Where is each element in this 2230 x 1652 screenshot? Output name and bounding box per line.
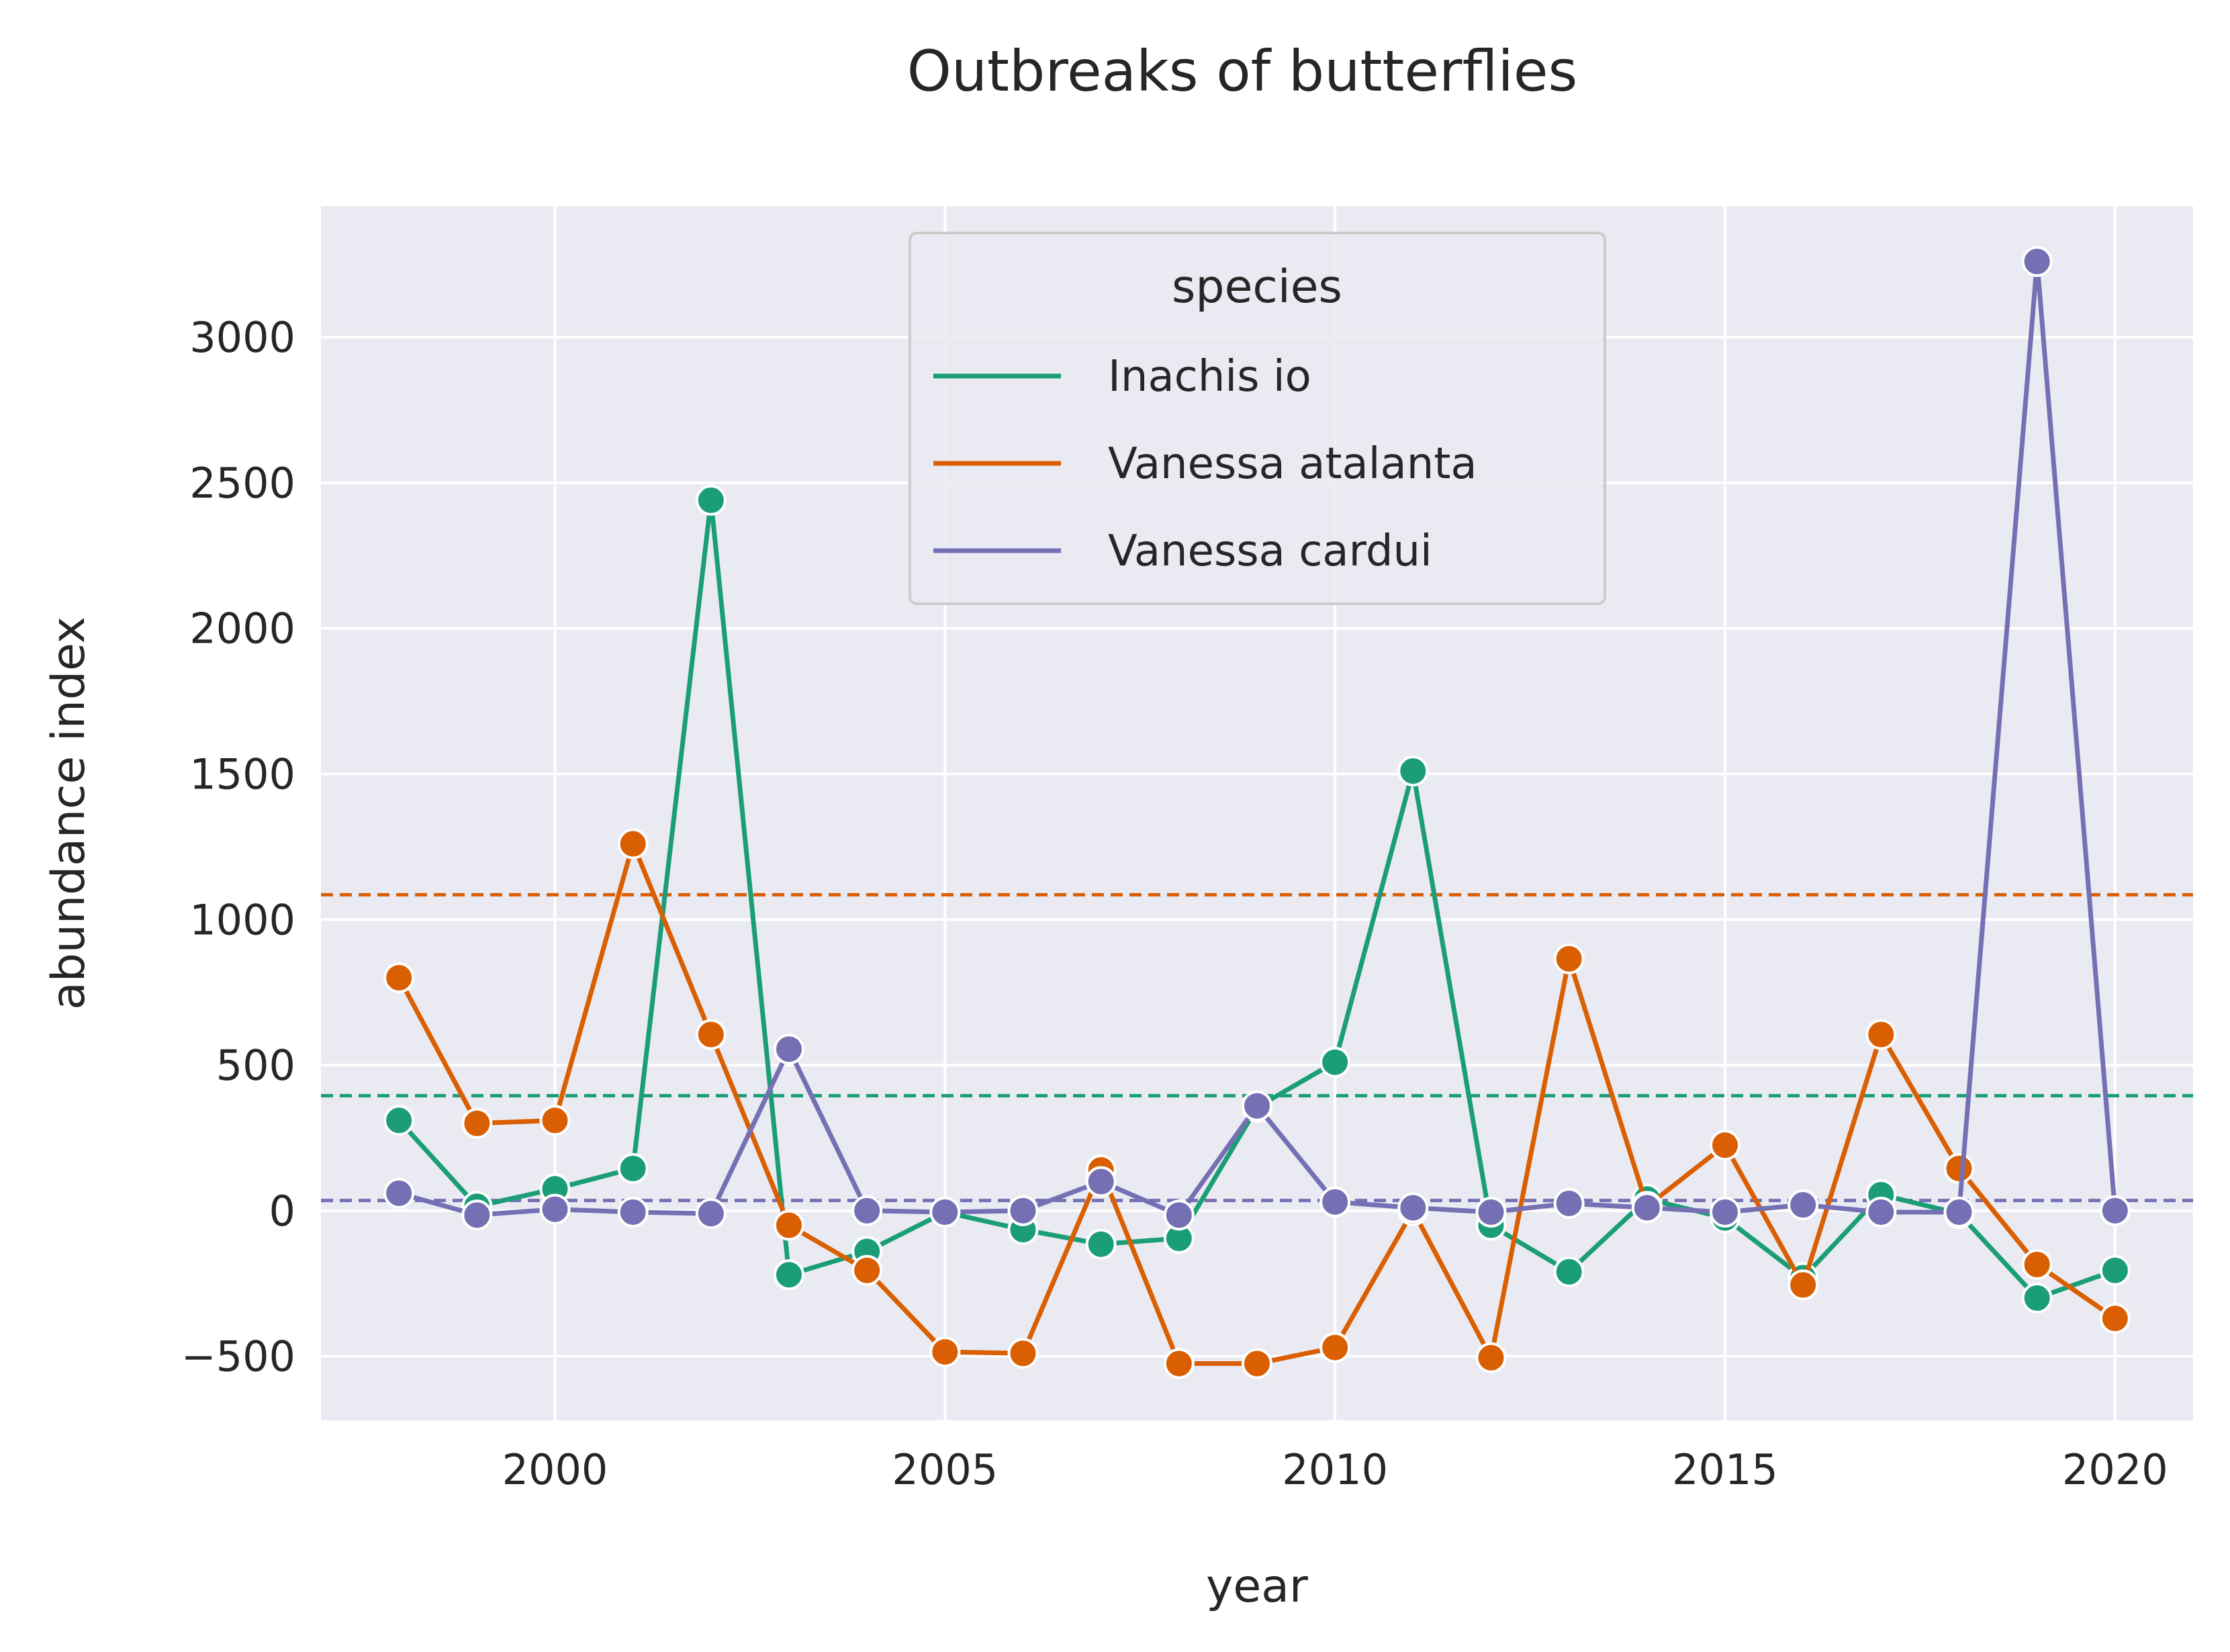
data-point [851,1195,883,1226]
series-vanessa-cardui [383,246,2131,1231]
legend-label: Vanessa atalanta [1108,439,1477,489]
data-point [383,962,415,993]
data-point [1007,1338,1039,1369]
data-point [1631,1192,1663,1224]
legend: species Inachis io Vanessa atalanta Vaness… [909,232,1606,605]
y-tick-label: 2500 [189,459,295,508]
data-point [1319,1046,1351,1078]
data-point [1397,755,1429,787]
data-point [1319,1332,1351,1363]
data-point [1163,1199,1195,1231]
data-point [2021,1282,2053,1314]
x-tick-label: 2010 [1282,1445,1388,1494]
data-point [1943,1196,1975,1228]
series-group [383,246,2131,1379]
data-point [2021,246,2053,277]
x-tick-label: 2015 [1672,1445,1778,1494]
data-point [2099,1303,2131,1334]
legend-title: species [1172,261,1342,314]
data-point [1242,1348,1272,1379]
data-point [929,1196,961,1228]
y-tick-label: 1000 [189,895,295,944]
data-point [1787,1189,1819,1221]
data-point [1710,1196,1740,1228]
data-point [695,1019,727,1050]
data-point [851,1254,883,1286]
data-point [1865,1019,1897,1050]
data-point [929,1336,961,1368]
data-point [695,1198,727,1230]
x-tick-label: 2000 [502,1445,608,1494]
data-point [2021,1249,2053,1281]
data-point [1553,1187,1585,1219]
data-point [1943,1152,1975,1184]
legend-label: Inachis io [1108,352,1311,402]
data-point [774,1209,804,1241]
x-axis-label: year [1206,1560,1308,1613]
data-point [1163,1348,1195,1379]
data-point [774,1259,804,1291]
data-point [2099,1195,2131,1226]
data-point [461,1199,493,1231]
x-tick-labels: 2000 2005 2010 2015 2020 [502,1445,2168,1494]
y-tick-label: 1500 [189,749,295,798]
y-axis-label: abundance index [42,616,95,1010]
data-point [1553,1256,1585,1287]
y-tick-label: 500 [216,1041,295,1090]
data-point [617,1196,649,1228]
data-point [1007,1195,1039,1226]
data-point [539,1105,571,1136]
data-point [617,828,649,860]
data-point [1475,1196,1507,1228]
data-point [617,1152,649,1184]
x-tick-label: 2005 [892,1445,998,1494]
data-point [1787,1269,1819,1301]
legend-frame [909,232,1606,605]
legend-items: Inachis io Vanessa atalanta Vanessa cardui [933,352,1477,576]
data-point [383,1105,415,1136]
data-point [1553,943,1585,974]
data-point [2099,1254,2131,1286]
y-tick-label: 2000 [189,604,295,653]
data-point [1319,1186,1351,1218]
data-point [1085,1166,1117,1197]
data-point [539,1193,571,1225]
data-point [383,1177,415,1209]
legend-label: Vanessa cardui [1108,526,1432,576]
data-point [461,1107,493,1139]
chart-title: Outbreaks of butterflies [907,38,1578,104]
data-point [695,484,727,516]
data-point [1865,1196,1897,1228]
data-point [1710,1130,1740,1161]
y-tick-label: −500 [181,1332,295,1381]
y-tick-label: 3000 [189,313,295,362]
data-point [1397,1192,1429,1224]
x-tick-label: 2020 [2062,1445,2168,1494]
y-tick-labels: −500 0 500 1000 1500 2000 2500 3000 [181,313,295,1381]
y-tick-label: 0 [269,1187,295,1236]
data-point [774,1034,804,1065]
data-point [1242,1090,1272,1121]
data-point [1475,1342,1507,1373]
data-point [1085,1228,1117,1260]
